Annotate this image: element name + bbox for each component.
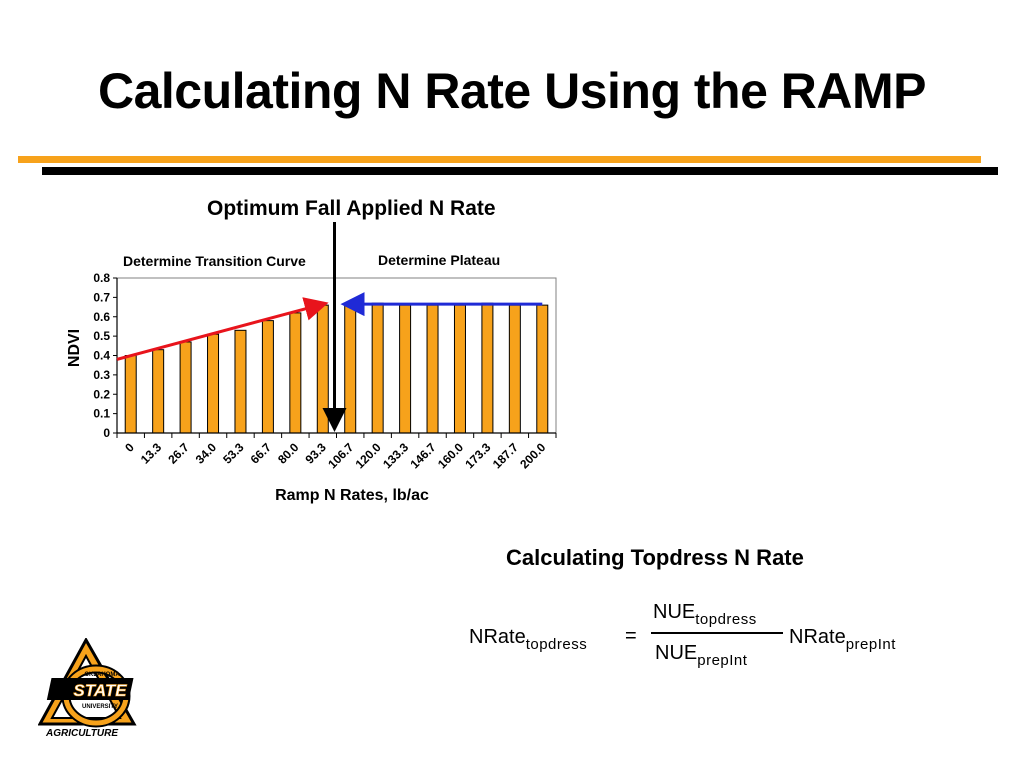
x-tick-label: 34.0 <box>193 440 220 467</box>
formula-rhs-text: NRate <box>789 626 846 648</box>
x-tick-label: 146.7 <box>408 440 439 471</box>
bar-10 <box>399 304 412 434</box>
bar-3 <box>207 333 220 434</box>
y-tick-label: 0.3 <box>93 368 110 382</box>
logo-main-text: STATE <box>73 681 127 700</box>
y-tick-label: 0.5 <box>93 329 110 343</box>
x-tick-label: 66.7 <box>248 440 275 467</box>
x-axis-label: Ramp N Rates, lb/ac <box>275 487 429 504</box>
formula-lhs-sub: topdress <box>525 636 588 653</box>
optimum-annotation: Optimum Fall Applied N Rate <box>207 197 496 220</box>
y-tick-label: 0 <box>103 426 110 440</box>
title-underline-orange <box>18 156 981 163</box>
bar-5 <box>261 320 274 434</box>
formula-den-sub: prepInt <box>697 652 748 669</box>
bar-1 <box>152 349 165 434</box>
x-tick-label: 106.7 <box>325 440 356 471</box>
y-tick-label: 0.1 <box>93 407 110 421</box>
x-tick-label: 173.3 <box>462 440 493 471</box>
formula-num-sub: topdress <box>695 611 757 628</box>
bar-2 <box>179 341 192 434</box>
y-tick-label: 0.7 <box>93 290 110 304</box>
formula-lhs: NRatetopdress <box>469 626 587 653</box>
bar-14 <box>508 304 521 434</box>
osu-agriculture-logo: OKLAHOMA STATE UNIVERSITY AGRICULTURE <box>38 638 137 738</box>
bar-9 <box>371 302 384 434</box>
formula-fraction-line <box>651 632 783 634</box>
x-tick-label: 133.3 <box>380 440 411 471</box>
x-tick-label: 26.7 <box>165 440 192 467</box>
x-tick-label: 160.0 <box>435 440 466 471</box>
y-tick-label: 0.8 <box>93 271 110 285</box>
formula-title: Calculating Topdress N Rate <box>506 545 804 570</box>
y-tick-label: 0.4 <box>93 349 110 363</box>
x-tick-label: 53.3 <box>220 440 247 467</box>
formula-numerator: NUEtopdress <box>653 601 757 628</box>
bar-7 <box>316 304 329 434</box>
y-tick-label: 0.6 <box>93 310 110 324</box>
y-tick-label: 0.2 <box>93 387 110 401</box>
x-tick-label: 13.3 <box>138 440 165 467</box>
logo-sub-text: UNIVERSITY <box>82 704 118 710</box>
transition-annotation: Determine Transition Curve <box>123 253 306 269</box>
bar-12 <box>453 304 466 434</box>
x-tick-label: 120.0 <box>353 440 384 471</box>
y-axis-label: NDVI <box>66 329 83 367</box>
title-underline-black <box>42 167 998 175</box>
x-tick-label: 80.0 <box>275 440 302 467</box>
formula-denominator: NUEprepInt <box>655 642 747 669</box>
x-tick-label: 200.0 <box>517 440 548 471</box>
logo-top-text: OKLAHOMA <box>84 672 120 678</box>
slide-title: Calculating N Rate Using the RAMP <box>97 63 927 119</box>
bar-4 <box>234 329 247 434</box>
formula-rhs: NRateprepInt <box>789 626 896 653</box>
bar-13 <box>481 302 494 434</box>
formula-den-text: NUE <box>655 642 698 664</box>
bar-8 <box>344 304 357 434</box>
bar-6 <box>289 312 302 434</box>
formula-equals: = <box>625 625 637 647</box>
formula-num-text: NUE <box>653 601 696 623</box>
bar-11 <box>426 304 439 434</box>
formula-rhs-sub: prepInt <box>845 636 896 653</box>
bar-0 <box>124 355 137 434</box>
formula-lhs-text: NRate <box>469 626 526 648</box>
plateau-annotation: Determine Plateau <box>378 252 501 268</box>
x-tick-label: 0 <box>122 440 137 455</box>
x-tick-label: 187.7 <box>490 440 521 471</box>
transition-trend-arrow <box>116 297 329 361</box>
bar-15 <box>536 304 549 434</box>
logo-bottom-text: AGRICULTURE <box>45 728 118 738</box>
